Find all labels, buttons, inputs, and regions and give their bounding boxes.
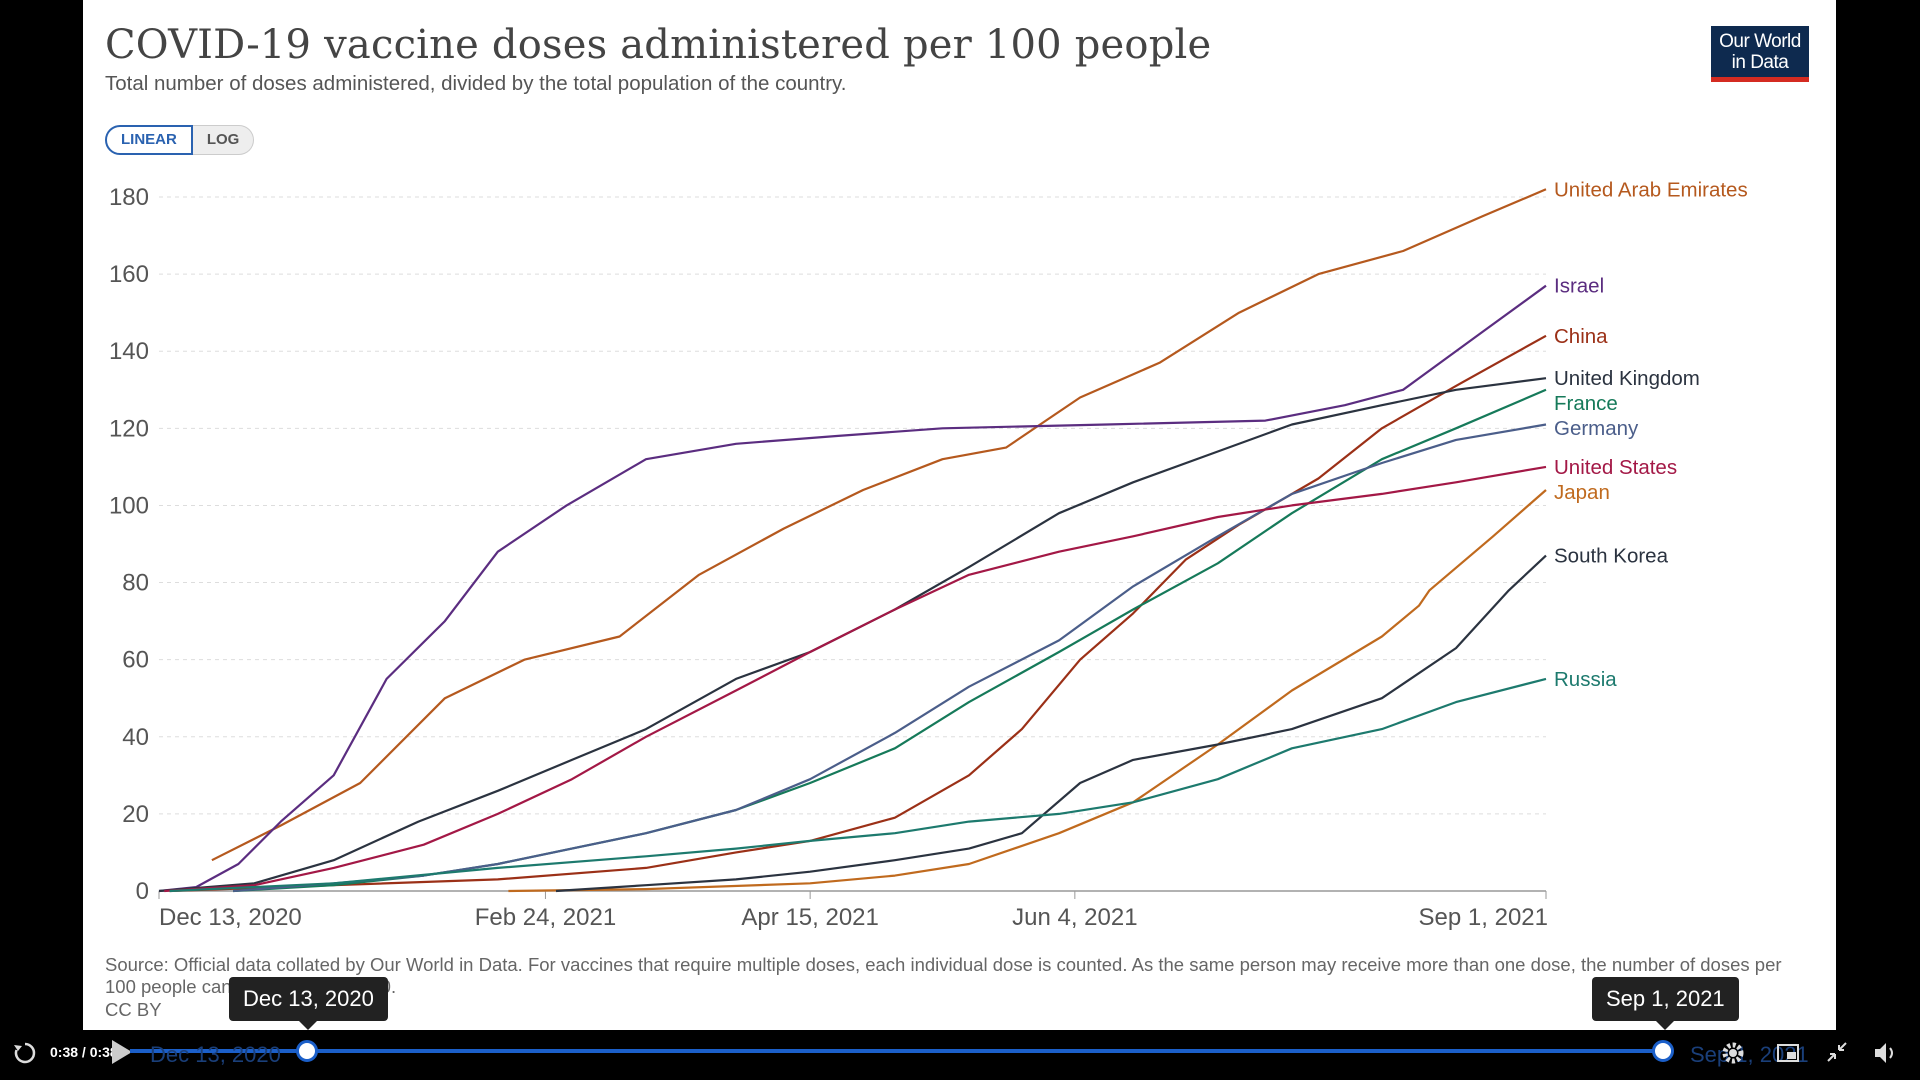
scale-toggle: LINEAR LOG — [105, 125, 255, 155]
logo-line-1: Our World — [1719, 31, 1801, 52]
y-tick-label: 80 — [122, 570, 149, 597]
series-line — [169, 334, 1547, 893]
end-date-tooltip: Sep 1, 2021 — [1592, 977, 1739, 1030]
timeline-start-label: Dec 13, 2020 — [150, 1042, 281, 1067]
x-tick-label: Apr 15, 2021 — [741, 904, 878, 931]
picture-in-picture-icon[interactable] — [1775, 1040, 1801, 1066]
series-line — [233, 388, 1547, 893]
timeline-track[interactable] — [130, 1049, 1665, 1053]
y-tick-label: 100 — [109, 492, 149, 519]
x-tick-label: Sep 1, 2021 — [1419, 904, 1548, 931]
series-label: Israel — [1554, 275, 1604, 298]
owid-logo[interactable]: Our World in Data — [1711, 26, 1809, 82]
volume-icon[interactable] — [1872, 1040, 1900, 1066]
y-tick-label: 120 — [109, 415, 149, 442]
line-chart: 0 20 40 60 80 100 120 140 160 180 Dec 13, 2020 Feb … — [109, 178, 1748, 931]
timeline-end-handle[interactable] — [1652, 1040, 1674, 1062]
timeline-start-handle[interactable] — [296, 1040, 318, 1062]
play-icon[interactable] — [108, 1038, 134, 1066]
linear-scale-button[interactable]: LINEAR — [105, 125, 193, 155]
y-tick-label: 140 — [109, 338, 149, 365]
series-line — [211, 188, 1547, 862]
exit-fullscreen-icon[interactable] — [1825, 1040, 1849, 1064]
logo-line-2: in Data — [1731, 52, 1789, 73]
series-label: United Arab Emirates — [1554, 178, 1748, 201]
x-tick-label: Feb 24, 2021 — [475, 904, 616, 931]
y-tick-label: 180 — [109, 184, 149, 211]
series-label: United States — [1554, 456, 1677, 479]
y-tick-label: 40 — [122, 724, 149, 751]
series-label: Japan — [1554, 481, 1610, 504]
chart-panel: COVID-19 vaccine doses administered per … — [83, 0, 1836, 1030]
series-label: United Kingdom — [1554, 367, 1700, 390]
series-line — [158, 284, 1547, 893]
series-line — [164, 465, 1547, 893]
log-scale-button[interactable]: LOG — [192, 125, 255, 155]
y-tick-label: 60 — [122, 647, 149, 674]
player-controls — [0, 1030, 1920, 1080]
x-tick-label: Dec 13, 2020 — [159, 904, 302, 931]
y-tick-label: 160 — [109, 261, 149, 288]
series-label: France — [1554, 392, 1618, 415]
replay-icon[interactable] — [12, 1040, 38, 1066]
license-link[interactable]: CC BY — [105, 999, 162, 1020]
series-label: Russia — [1554, 668, 1617, 691]
series-line — [508, 489, 1547, 893]
start-date-tooltip: Dec 13, 2020 — [229, 977, 388, 1030]
y-tick-label: 0 — [136, 878, 149, 905]
x-tick-label: Jun 4, 2021 — [1012, 904, 1137, 931]
series-line — [169, 677, 1547, 893]
page-title: COVID-19 vaccine doses administered per … — [105, 22, 1212, 68]
y-tick-label: 20 — [122, 801, 149, 828]
series-label: South Korea — [1554, 545, 1669, 568]
page-subtitle: Total number of doses administered, divi… — [105, 72, 847, 95]
series-line — [233, 423, 1547, 893]
series-label: China — [1554, 325, 1608, 348]
series-line — [555, 554, 1547, 893]
gear-icon[interactable] — [1720, 1040, 1746, 1066]
time-display: 0:38 / 0:38 — [50, 1044, 118, 1060]
series-label: Germany — [1554, 417, 1639, 440]
